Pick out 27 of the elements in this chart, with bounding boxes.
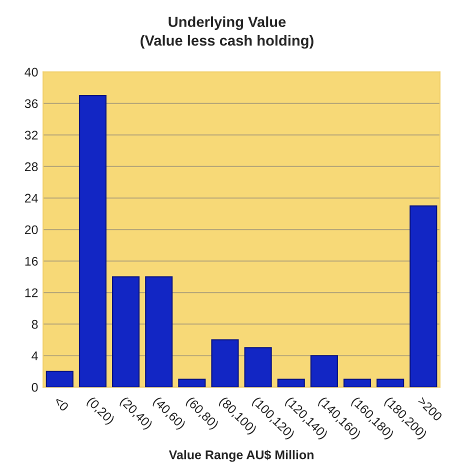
bar <box>112 276 140 388</box>
bar <box>277 378 305 388</box>
y-tick-label: 12 <box>25 288 38 298</box>
bar <box>46 370 74 388</box>
y-tick-label: 16 <box>25 256 38 266</box>
y-tick-label: 4 <box>32 352 38 360</box>
x-axis-title: Value Range AU$ Million <box>168 450 314 462</box>
y-tick-label: 8 <box>32 320 38 329</box>
bar <box>410 205 438 388</box>
y-tick-label: 0 <box>32 382 38 392</box>
y-tick-label: 32 <box>24 130 38 140</box>
bar <box>145 276 173 388</box>
bar <box>178 378 206 388</box>
y-tick-label: 20 <box>24 225 38 234</box>
x-tick-label: <0 <box>54 396 70 412</box>
bar <box>211 339 239 388</box>
y-tick-label: 28 <box>24 162 38 172</box>
bar <box>376 378 404 388</box>
bar <box>343 378 372 388</box>
bar <box>244 347 272 388</box>
y-tick-label: 36 <box>24 99 38 108</box>
bar <box>78 95 107 388</box>
chart-subtitle: (Value less cash holding) <box>140 35 314 49</box>
chart-title: Underlying Value <box>168 16 286 30</box>
y-tick-label: 24 <box>24 194 38 203</box>
y-tick-label: 40 <box>24 68 38 77</box>
bar <box>310 355 338 388</box>
